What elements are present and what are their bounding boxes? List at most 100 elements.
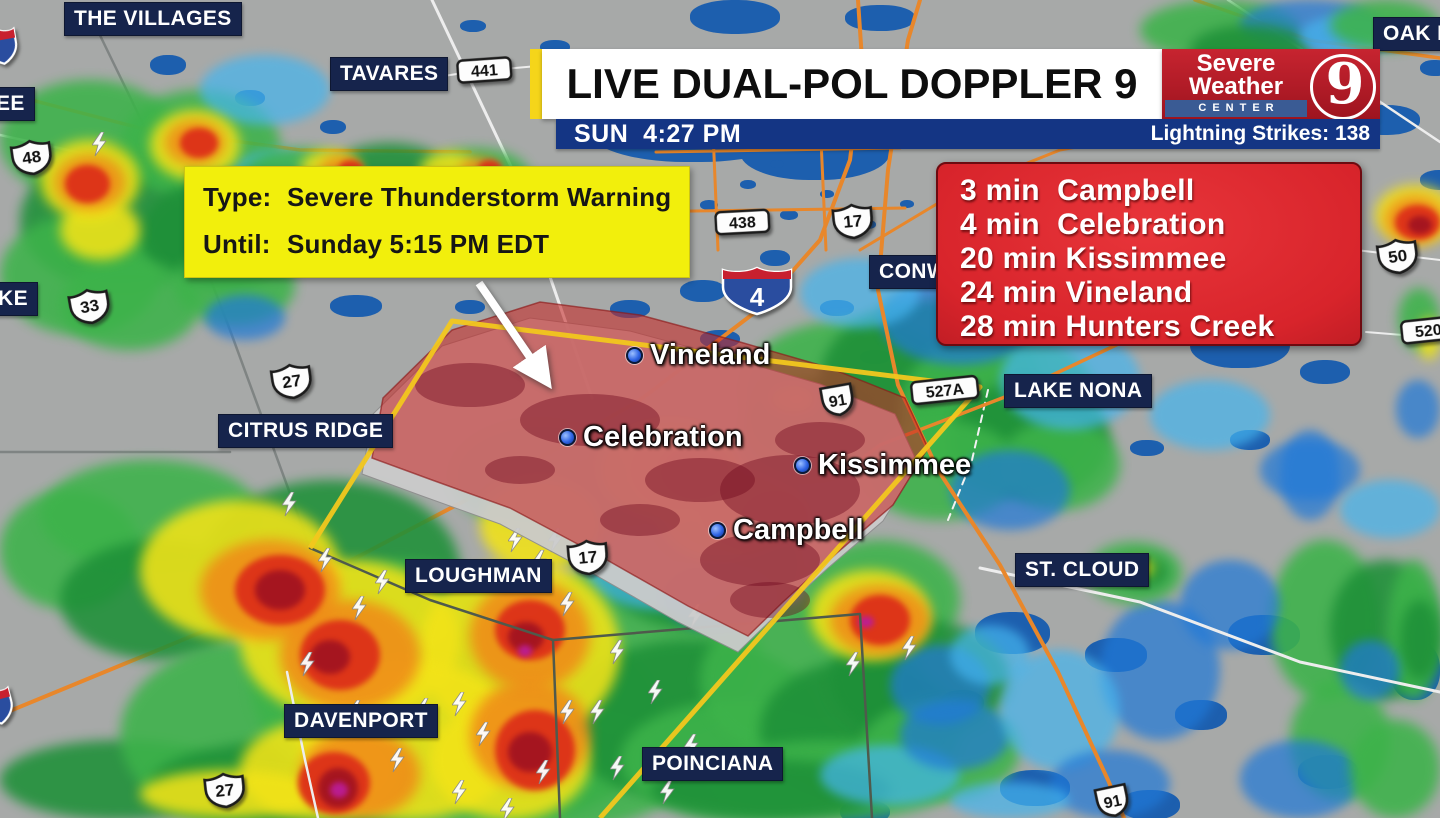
- radar-cell: [250, 560, 550, 800]
- radar-cell: [300, 700, 600, 818]
- lightning-bolt-icon: [91, 131, 107, 162]
- radar-cell: [788, 392, 810, 407]
- route-shield-icon: 17: [563, 536, 613, 583]
- radar-cell: [585, 520, 735, 610]
- radar-cell: [650, 760, 890, 818]
- radar-cell: [0, 215, 160, 335]
- radar-cell: [430, 700, 690, 818]
- radar-cell: [1375, 185, 1440, 245]
- radar-cell: [480, 480, 600, 570]
- lake: [235, 90, 265, 106]
- svg-text:27: 27: [281, 371, 302, 392]
- radar-cell: [310, 640, 350, 674]
- area-label: OAK HILL: [1373, 17, 1440, 51]
- lightning-bolt-icon: [683, 733, 699, 764]
- radar-cell: [800, 258, 920, 328]
- radar-cell: [630, 430, 740, 510]
- radar-cell: [700, 470, 800, 550]
- lightning-bolt-icon: [845, 651, 861, 682]
- city-name: Celebration: [583, 421, 743, 453]
- eta-row: 24 min Vineland: [960, 276, 1193, 309]
- lightning-bolt-icon: [499, 797, 515, 818]
- city-marker: Vineland: [626, 339, 770, 372]
- lake: [330, 295, 382, 317]
- radar-cell: [470, 680, 590, 790]
- lake: [1175, 700, 1227, 730]
- lake: [770, 160, 784, 168]
- interstate-shield-icon: [0, 24, 24, 75]
- radar-cell: [55, 155, 125, 210]
- radar-cell: [1118, 556, 1168, 588]
- radar-cell: [298, 752, 370, 814]
- radar-cell: [1270, 540, 1380, 700]
- radar-cell: [40, 460, 260, 570]
- interstate-shield-icon: 4: [720, 265, 794, 322]
- radar-cell: [800, 540, 960, 660]
- radar-cell: [1240, 0, 1380, 50]
- radar-cell: [330, 782, 348, 798]
- lightning-bolt-icon: [317, 547, 333, 578]
- radar-cell: [140, 500, 340, 640]
- route-shield-icon: 27: [266, 359, 318, 408]
- radar-cell: [150, 740, 450, 818]
- lightning-bolt-icon: [415, 697, 431, 728]
- lake: [975, 612, 1050, 654]
- radar-cell: [820, 745, 960, 805]
- city-dot-icon: [559, 429, 576, 446]
- radar-cell: [600, 500, 800, 630]
- route-shield-icon: 91: [813, 378, 863, 426]
- radar-cell: [1180, 560, 1280, 650]
- radar-cell: [1000, 420, 1120, 510]
- radar-cell: [540, 460, 740, 580]
- radar-cell: [1086, 542, 1182, 604]
- area-label: LAKE NONA: [1004, 374, 1153, 408]
- city-dot-icon: [709, 522, 726, 539]
- radar-cell: [200, 55, 330, 125]
- radar-cell: [950, 450, 1070, 530]
- lightning-bolt-icon: [659, 779, 675, 810]
- radar-cell: [430, 700, 590, 818]
- radar-cell: [1350, 720, 1440, 818]
- lightning-bolt-icon: [531, 549, 547, 580]
- lake: [860, 350, 890, 364]
- lightning-bolt-icon: [475, 721, 491, 752]
- route-shield-icon: 527A: [908, 372, 981, 412]
- radar-cell: [1100, 600, 1220, 740]
- route-shield-icon: 520: [1398, 313, 1440, 352]
- svg-text:48: 48: [21, 147, 42, 168]
- area-label: ST. CLOUD: [1015, 553, 1150, 587]
- lightning-bolt-icon: [507, 527, 523, 558]
- svg-text:527A: 527A: [925, 381, 965, 402]
- route-shield-icon: 48: [6, 135, 58, 184]
- radar-cell: [450, 420, 630, 530]
- lake: [65, 250, 101, 268]
- city-marker: Kissimmee: [794, 449, 971, 482]
- lake: [900, 200, 914, 208]
- svg-text:27: 27: [214, 780, 235, 801]
- area-label: POINCIANA: [642, 747, 784, 781]
- city-dot-icon: [626, 347, 643, 364]
- lightning-bolt-icon: [589, 699, 605, 730]
- radar-cell: [1385, 196, 1440, 244]
- lake: [1085, 638, 1147, 672]
- radar-cell: [660, 560, 780, 630]
- warning-until-label: Until:: [203, 229, 271, 259]
- radar-cell: [660, 445, 730, 500]
- svg-text:438: 438: [728, 214, 756, 232]
- radar-cell: [1240, 740, 1360, 818]
- radar-cell: [700, 600, 920, 760]
- eta-row: 20 min Kissimmee: [960, 242, 1227, 275]
- logo-line1: Severe: [1196, 50, 1276, 77]
- lake: [1420, 60, 1440, 76]
- eta-row: 28 min Hunters Creek: [960, 310, 1275, 343]
- svg-text:17: 17: [578, 547, 599, 568]
- city-name: Vineland: [650, 339, 771, 371]
- lake: [860, 220, 876, 229]
- banner-accent-stripe: [530, 49, 542, 119]
- radar-cell: [830, 620, 1010, 740]
- radar-cell: [740, 490, 810, 545]
- area-label: CITRUS RIDGE: [218, 414, 394, 448]
- lightning-bolt-icon: [547, 527, 563, 558]
- lake: [1228, 615, 1300, 655]
- radar-cell: [205, 295, 285, 340]
